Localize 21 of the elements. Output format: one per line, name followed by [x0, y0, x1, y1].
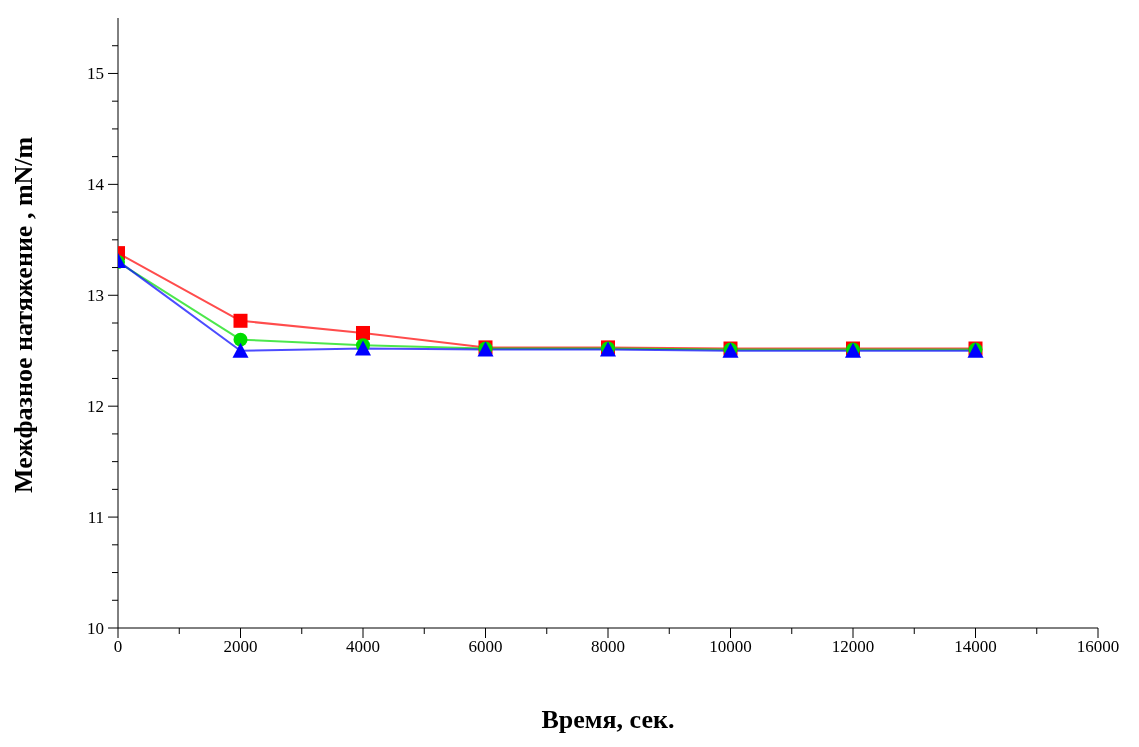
- x-tick-label: 6000: [468, 637, 503, 656]
- x-tick-label: 8000: [591, 637, 625, 656]
- point: [233, 332, 248, 347]
- x-tick-label: 12000: [831, 637, 875, 656]
- y-axis-title: Межфазное натяжение , mN/m: [9, 136, 39, 493]
- y-tick-label: 15: [87, 64, 104, 84]
- y-tick-label: 12: [87, 397, 104, 417]
- x-tick-label: 10000: [709, 637, 752, 656]
- point: [233, 313, 248, 328]
- x-tick-label: 4000: [346, 637, 380, 656]
- point: [232, 342, 249, 358]
- y-tick-label: 14: [87, 175, 105, 195]
- y-tick-label: 11: [87, 508, 104, 528]
- y-tick-label: 10: [87, 619, 104, 638]
- x-tick-label: 16000: [1076, 637, 1120, 656]
- x-tick-label: 14000: [954, 637, 997, 656]
- x-axis-title: Время, сек.: [541, 705, 675, 734]
- point: [356, 325, 370, 340]
- y-tick-label: 13: [87, 286, 104, 306]
- x-tick-label: 2000: [223, 637, 258, 656]
- x-tick-label: 0: [113, 637, 123, 656]
